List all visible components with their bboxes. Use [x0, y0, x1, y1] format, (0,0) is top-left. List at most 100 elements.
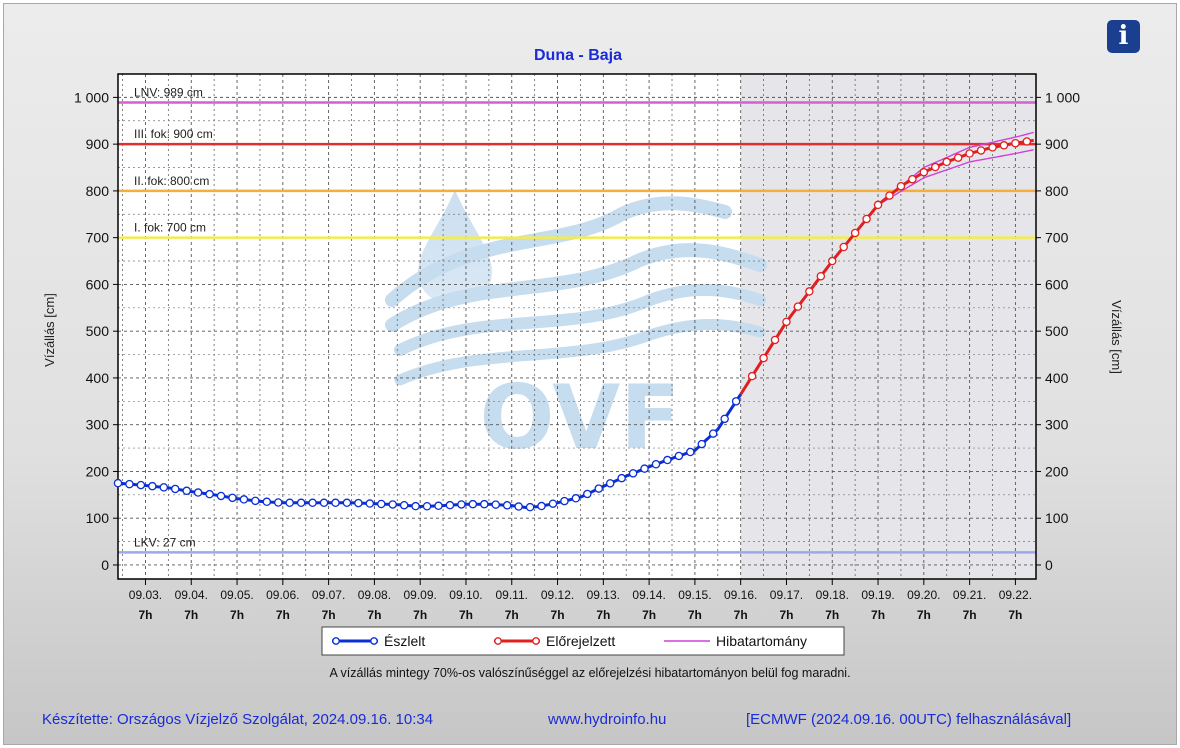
- forecast-point: [805, 287, 814, 296]
- forecast-point: [999, 141, 1009, 150]
- observed-point: [319, 498, 329, 508]
- x-tick-date: 09.13.: [587, 588, 620, 602]
- x-tick-hour: 7h: [825, 608, 839, 622]
- ovf-watermark: OVF: [385, 190, 767, 469]
- y-tick-label-right: 900: [1045, 136, 1069, 152]
- observed-point: [411, 501, 420, 511]
- grid: [118, 74, 1036, 579]
- x-tick-hour: 7h: [779, 608, 793, 622]
- legend-marker: [494, 637, 502, 645]
- observed-point: [686, 447, 695, 457]
- observed-point: [273, 498, 283, 507]
- observed-point: [205, 489, 214, 499]
- observed-point: [697, 439, 707, 449]
- observed-point: [571, 494, 581, 503]
- observed-point: [537, 501, 546, 511]
- x-tick-date: 09.08.: [358, 588, 391, 602]
- y-tick-label-left: 700: [86, 230, 110, 246]
- x-tick-hour: 7h: [367, 608, 381, 622]
- x-tick-hour: 7h: [688, 608, 702, 622]
- y-tick-label-right: 400: [1045, 370, 1069, 386]
- observed-point: [285, 498, 294, 508]
- observed-point: [365, 499, 375, 508]
- observed-point: [388, 500, 397, 509]
- forecast-point: [862, 214, 871, 224]
- x-tick-date: 09.20.: [907, 588, 940, 602]
- forecast-point: [988, 143, 997, 152]
- y-axis-label-left: Vízállás [cm]: [42, 293, 57, 367]
- forecast-point: [850, 228, 860, 238]
- y-tick-label-left: 0: [101, 557, 109, 573]
- observed-point: [239, 495, 249, 504]
- observed-point: [583, 489, 592, 499]
- observed-point: [136, 480, 146, 490]
- x-tick-date: 09.09.: [403, 588, 436, 602]
- observed-point: [342, 498, 352, 508]
- observed-point: [193, 488, 203, 497]
- forecast-point: [1011, 138, 1020, 148]
- observed-point: [434, 501, 443, 511]
- y-tick-label-left: 900: [86, 136, 110, 152]
- y-tick-label-right: 500: [1045, 323, 1069, 339]
- forecast-point: [839, 242, 848, 252]
- observed-point: [720, 414, 729, 424]
- observed-point: [480, 499, 489, 509]
- observed-point: [663, 455, 672, 465]
- observed-point: [457, 500, 466, 509]
- legend: Észlelt Előrejelzett Hibatartomány: [321, 626, 845, 656]
- y-axis-label-right: Vízállás [cm]: [1109, 300, 1124, 374]
- x-tick-date: 09.12.: [541, 588, 574, 602]
- info-button[interactable]: i: [1107, 20, 1140, 53]
- observed-point: [731, 397, 741, 406]
- x-tick-date: 09.18.: [816, 588, 849, 602]
- observed-point: [708, 429, 718, 438]
- footer-site-link[interactable]: www.hydroinfo.hu: [548, 711, 667, 728]
- observed-point: [617, 473, 626, 483]
- footer-source: [ECMWF (2024.09.16. 00UTC) felhasználásá…: [746, 711, 1072, 728]
- x-tick-hour: 7h: [596, 608, 610, 622]
- chart-title: Duna - Baja: [534, 47, 622, 64]
- x-tick-hour: 7h: [138, 608, 152, 622]
- forecast-point: [828, 256, 837, 266]
- forecast-point: [976, 146, 986, 155]
- y-tick-label-left: 300: [86, 417, 110, 433]
- x-tick-date: 09.11.: [496, 588, 528, 602]
- forecast-point: [953, 153, 963, 162]
- forecast-point: [965, 149, 974, 158]
- forecast-point: [759, 353, 768, 363]
- observed-point: [628, 469, 638, 478]
- forecast-point: [885, 191, 894, 200]
- x-tick-hour: 7h: [642, 608, 656, 622]
- x-tick-hour: 7h: [322, 608, 336, 622]
- y-tick-label-left: 800: [86, 183, 110, 199]
- observed-point: [148, 481, 157, 491]
- threshold-label: LKV: 27 cm: [134, 535, 196, 549]
- threshold-label: I. fok: 700 cm: [134, 221, 206, 235]
- forecast-point: [816, 271, 826, 281]
- observed-point: [170, 484, 180, 494]
- legend-marker: [370, 637, 378, 645]
- observed-point: [296, 498, 306, 508]
- y-tick-label-left: 600: [86, 276, 110, 292]
- y-tick-label-left: 400: [86, 370, 110, 386]
- x-tick-hour: 7h: [871, 608, 885, 622]
- error-band-lower: [877, 149, 1034, 206]
- forecast-point: [919, 167, 929, 177]
- y-tick-label-left: 500: [86, 323, 110, 339]
- observed-point: [445, 500, 455, 510]
- observed-point: [377, 499, 386, 509]
- x-tick-hour: 7h: [230, 608, 244, 622]
- x-tick-hour: 7h: [184, 608, 198, 622]
- y-tick-label-right: 800: [1045, 183, 1069, 199]
- threshold-label: LNV: 989 cm: [134, 86, 203, 100]
- axes: 0 0 100 100 200 200 300 300 400 400 500 500 600 600 70…: [74, 73, 1080, 622]
- legend-label: Előrejelzett: [546, 633, 615, 649]
- series-layer: [113, 131, 1034, 512]
- x-tick-hour: 7h: [917, 608, 931, 622]
- x-tick-date: 09.17.: [770, 588, 803, 602]
- forecast-point: [793, 302, 803, 311]
- x-tick-hour: 7h: [963, 608, 977, 622]
- x-tick-date: 09.04.: [175, 588, 208, 602]
- plot-border: [117, 73, 1037, 580]
